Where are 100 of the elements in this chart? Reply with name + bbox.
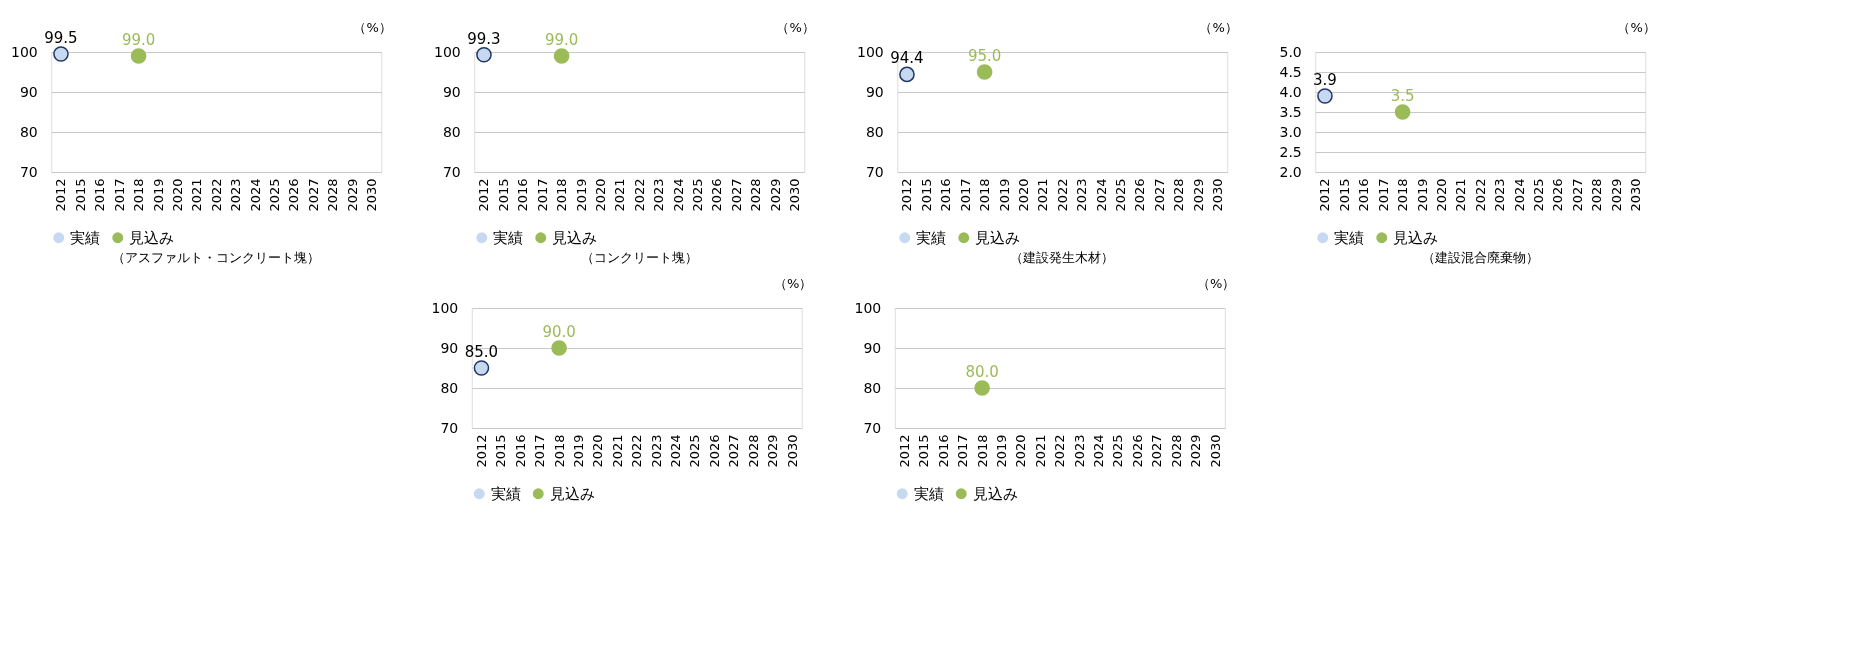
x-tick-label: 2018 (974, 434, 990, 468)
x-tick-label: 2024 (247, 178, 263, 212)
x-tick-label: 2022 (631, 178, 647, 212)
x-tick-label: 2020 (1015, 178, 1031, 212)
x-tick-label: 2023 (228, 178, 244, 212)
x-tick-label: 2027 (1569, 178, 1585, 212)
x-tick-label: 2029 (1190, 178, 1206, 212)
x-tick-label: 2027 (1149, 434, 1165, 468)
x-tick-label: 2024 (670, 178, 686, 212)
x-tick-label: 2021 (1035, 178, 1051, 212)
x-tick-label: 2020 (590, 434, 606, 468)
y-tick-label: 2.5 (1279, 143, 1302, 160)
x-tick-label: 2030 (1210, 178, 1226, 212)
x-tick-label: 2017 (1375, 178, 1391, 212)
x-tick-label: 2016 (512, 434, 528, 468)
x-tick-label: 2015 (1336, 178, 1352, 212)
x-tick-label: 2026 (706, 434, 722, 468)
y-tick-label: 80 (863, 379, 882, 396)
x-tick-label: 2025 (1110, 434, 1126, 468)
x-tick-label: 2029 (767, 178, 783, 212)
x-tick-label: 2012 (473, 434, 489, 468)
x-tick-label: 2012 (896, 434, 912, 468)
legend-label: 実績 (70, 228, 101, 247)
y-tick-label: 70 (863, 419, 882, 436)
data-label: 3.5 (1390, 87, 1415, 105)
x-tick-label: 2017 (955, 434, 971, 468)
x-tick-label: 2018 (131, 178, 147, 212)
legend-label: 実績 (913, 484, 944, 503)
x-tick-label: 2020 (1013, 434, 1029, 468)
legend-label: 見込み (972, 484, 1018, 503)
y-tick-label: 70 (19, 163, 38, 180)
x-tick-label: 2016 (935, 434, 951, 468)
y-tick-label: 100 (857, 43, 884, 60)
x-tick-label: 2012 (476, 178, 492, 212)
x-tick-label: 2024 (1093, 178, 1109, 212)
x-tick-label: 2024 (1091, 434, 1107, 468)
x-tick-label: 2023 (1071, 434, 1087, 468)
x-tick-label: 2015 (493, 434, 509, 468)
x-tick-label: 2030 (1207, 434, 1223, 468)
x-tick-label: 2023 (651, 178, 667, 212)
x-tick-label: 2028 (1168, 434, 1184, 468)
x-tick-label: 2026 (709, 178, 725, 212)
x-tick-label: 2029 (1188, 434, 1204, 468)
x-tick-label: 2026 (1129, 434, 1145, 468)
y-tick-label: 70 (865, 163, 884, 180)
legend-label: 実績 (490, 484, 521, 503)
y-tick-label: 80 (440, 379, 459, 396)
x-tick-label: 2028 (748, 178, 764, 212)
x-tick-label: 2029 (1608, 178, 1624, 212)
x-tick-label: 2021 (189, 178, 205, 212)
x-tick-label: 2022 (208, 178, 224, 212)
x-tick-label: 2019 (994, 434, 1010, 468)
y-tick-label: 70 (442, 163, 461, 180)
data-label: 95.0 (967, 47, 1002, 65)
y-tick-label: 100 (11, 43, 38, 60)
x-tick-label: 2025 (687, 434, 703, 468)
y-tick-label: 90 (865, 83, 884, 100)
x-tick-label: 2027 (305, 178, 321, 212)
legend-label: 見込み (1393, 228, 1439, 247)
x-tick-label: 2025 (1530, 178, 1546, 212)
x-tick-label: 2023 (648, 434, 664, 468)
x-tick-label: 2028 (325, 178, 341, 212)
x-tick-label: 2025 (266, 178, 282, 212)
x-tick-label: 2015 (918, 178, 934, 212)
y-tick-label: 80 (865, 123, 884, 140)
legend-label: 実績 (916, 228, 947, 247)
x-tick-label: 2026 (1550, 178, 1566, 212)
x-tick-label: 2025 (1112, 178, 1128, 212)
data-label: 94.4 (890, 49, 924, 68)
x-tick-label: 2016 (1356, 178, 1372, 212)
x-tick-label: 2030 (787, 178, 803, 212)
x-tick-label: 2019 (573, 178, 589, 212)
y-tick-label: 3.0 (1279, 123, 1302, 140)
data-label: 99.0 (121, 31, 156, 49)
x-tick-label: 2019 (996, 178, 1012, 212)
y-tick-label: 2.0 (1279, 163, 1302, 180)
data-label: 99.3 (467, 29, 501, 48)
x-tick-label: 2015 (916, 434, 932, 468)
text: （建設混合廃棄物） (1421, 250, 1539, 265)
x-tick-label: 2019 (150, 178, 166, 212)
x-tick-label: 2030 (784, 434, 800, 468)
x-tick-label: 2022 (1052, 434, 1068, 468)
x-tick-label: 2017 (534, 178, 550, 212)
x-tick-label: 2028 (1589, 178, 1605, 212)
text: （コンクリート塊） (580, 250, 698, 265)
x-tick-label: 2024 (1511, 178, 1527, 212)
y-axis-title: （%） (1196, 275, 1236, 291)
x-tick-label: 2020 (169, 178, 185, 212)
x-tick-label: 2026 (286, 178, 302, 212)
y-axis-title: （%） (776, 19, 815, 35)
x-tick-label: 2020 (592, 178, 608, 212)
x-tick-label: 2021 (1032, 434, 1048, 468)
x-tick-label: 2017 (111, 178, 127, 212)
data-label: 3.9 (1313, 71, 1337, 89)
x-tick-label: 2027 (726, 434, 742, 468)
x-tick-label: 2012 (1317, 178, 1333, 212)
y-axis-title: （%） (773, 275, 813, 291)
data-label: 80.0 (965, 363, 999, 381)
y-axis-title: （%） (1617, 19, 1656, 35)
x-tick-label: 2015 (495, 178, 511, 212)
